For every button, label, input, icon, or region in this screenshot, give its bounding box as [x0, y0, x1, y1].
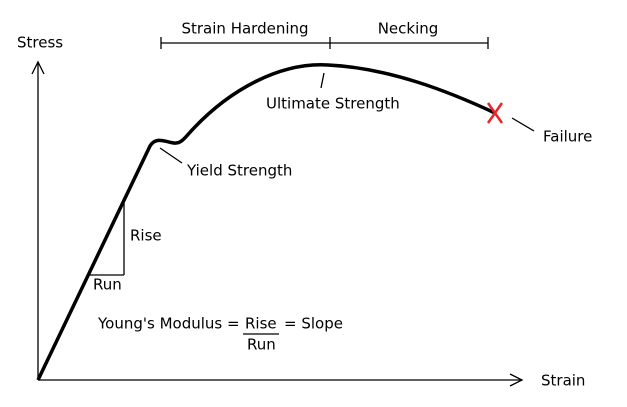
failure-mark [486, 102, 504, 124]
run-label: Run [93, 276, 122, 294]
region-label: Strain Hardening [181, 20, 308, 38]
leader-line [159, 147, 183, 164]
y-arrow [31, 60, 45, 75]
failure-label: Failure [543, 128, 592, 146]
ultimate-label: Ultimate Strength [266, 95, 400, 113]
yield-label: Yield Strength [186, 162, 292, 180]
stress-strain-curve [36, 63, 496, 381]
rise-label: Rise [130, 227, 162, 245]
y-axis-label: Stress [17, 34, 63, 52]
x-arrow [509, 373, 524, 387]
leader-line [511, 117, 535, 132]
x-axis-label: Strain [541, 372, 585, 390]
leader-line [320, 72, 325, 89]
formula-prefix: Young's Modulus = [97, 315, 240, 333]
formula-numerator: Rise [245, 315, 277, 333]
formula-suffix: = Slope [284, 315, 343, 333]
formula-denominator: Run [247, 336, 276, 354]
region-label: Necking [378, 20, 439, 38]
